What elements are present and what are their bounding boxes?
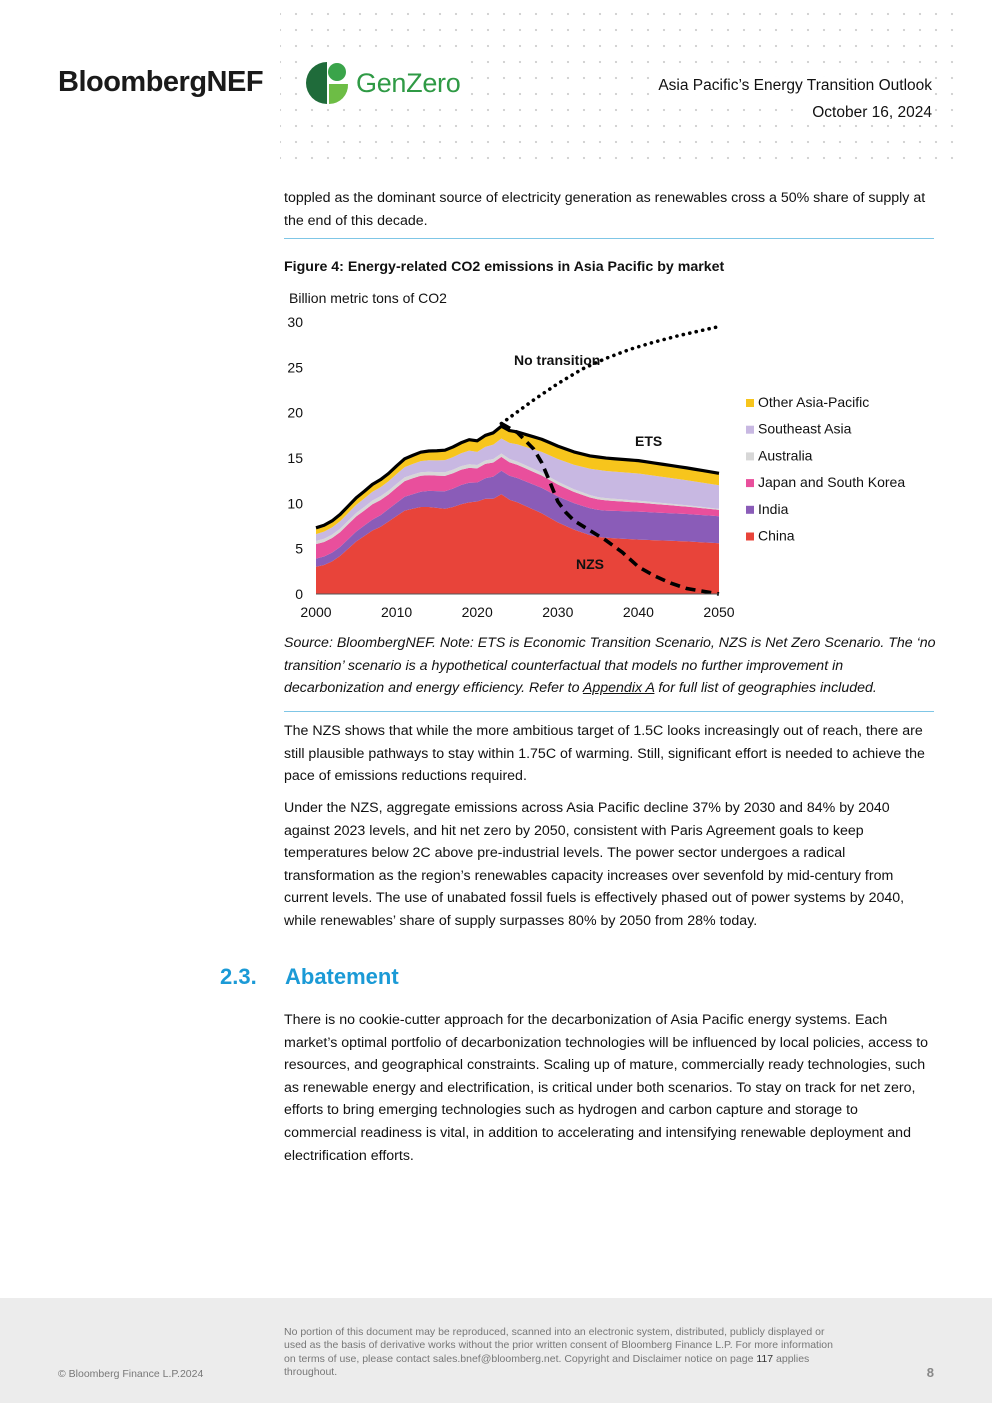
figure-source-note: Source: BloombergNEF. Note: ETS is Econo… <box>284 632 939 700</box>
y-axis-title: Billion metric tons of CO2 <box>289 290 447 306</box>
source-text-end: for full list of geographies included. <box>654 680 877 697</box>
intro-paragraph: toppled as the dominant source of electr… <box>284 190 926 229</box>
x-tick-label: 2040 <box>623 604 654 620</box>
stacked-areas <box>316 426 719 594</box>
annotation-nzs: NZS <box>576 556 604 572</box>
y-tick-label: 30 <box>287 314 303 330</box>
genzero-logo: GenZero <box>304 60 467 106</box>
section-number: 2.3. <box>220 964 257 989</box>
figure-bottom-rule <box>284 711 934 712</box>
area-china <box>316 494 719 594</box>
page-footer <box>0 1298 992 1403</box>
x-tick-label: 2050 <box>703 604 734 620</box>
disclaimer-text: No portion of this document may be repro… <box>284 1326 833 1365</box>
legend-swatch <box>746 532 754 541</box>
body-paragraph-1: The NZS shows that while the more ambiti… <box>284 723 925 785</box>
genzero-leaf-icon <box>306 62 349 105</box>
body-paragraph-3: There is no cookie-cutter approach for t… <box>284 1012 929 1164</box>
legend-label: Australia <box>758 447 813 463</box>
disclaimer-text-end: applies throughout. <box>284 1352 810 1379</box>
y-tick-label: 15 <box>287 450 303 466</box>
x-tick-label: 2010 <box>381 604 412 620</box>
legend-label: Other Asia-Pacific <box>758 394 869 410</box>
legend-label: India <box>758 501 789 517</box>
figure-title: Figure 4: Energy-related CO2 emissions i… <box>284 259 725 275</box>
area-japan-and-south-korea <box>316 456 719 559</box>
chart-axes: 0 5 10 15 20 25 30 2000 2010 2020 2030 2040 2050 Bill… <box>287 290 734 620</box>
appendix-a-link[interactable]: Appendix A <box>582 680 655 697</box>
x-tick-label: 2000 <box>300 604 331 620</box>
body-paragraph-2: Under the NZS, aggregate emissions acros… <box>284 800 905 929</box>
y-tick-label: 5 <box>295 541 303 557</box>
genzero-wordmark: GenZero <box>356 67 461 98</box>
annotation-no-transition: No transition <box>514 352 600 368</box>
footer-disclaimer: No portion of this document may be repro… <box>284 1326 844 1380</box>
y-tick-label: 20 <box>287 405 303 421</box>
section-heading: Abatement <box>285 964 399 989</box>
legend-swatch <box>746 452 754 461</box>
area-india <box>316 470 719 567</box>
nzs-line <box>500 421 720 596</box>
footer-copyright: © Bloomberg Finance L.P.2024 <box>58 1368 204 1380</box>
chart-legend: Other Asia-Pacific Southeast Asia Australi… <box>746 394 905 544</box>
disclaimer-page-link[interactable]: 117 <box>756 1352 774 1365</box>
bloombergnef-logo: BloombergNEF <box>58 66 264 98</box>
emissions-chart: 0 5 10 15 20 25 30 2000 2010 2020 2030 2040 2050 Bill… <box>287 290 905 620</box>
y-tick-label: 0 <box>295 586 303 602</box>
document-date: October 16, 2024 <box>806 104 932 122</box>
area-australia <box>316 453 719 545</box>
x-tick-label: 2020 <box>462 604 493 620</box>
legend-label: Japan and South Korea <box>758 474 905 490</box>
y-tick-label: 25 <box>287 359 303 375</box>
legend-label: China <box>758 528 795 544</box>
legend-label: Southeast Asia <box>758 421 852 437</box>
page-number: 8 <box>926 1365 934 1380</box>
legend-swatch <box>746 505 754 514</box>
legend-swatch <box>746 399 754 407</box>
legend-swatch <box>746 479 754 488</box>
figure-top-rule <box>284 238 934 239</box>
source-text: Source: BloombergNEF. Note: ETS is Econo… <box>284 635 936 697</box>
annotation-ets: ETS <box>635 433 662 449</box>
x-tick-label: 2030 <box>542 604 573 620</box>
no-transition-line <box>499 324 721 426</box>
y-tick-label: 10 <box>287 495 303 511</box>
document-title: Asia Pacific’s Energy Transition Outlook <box>652 77 932 95</box>
legend-swatch <box>746 425 754 434</box>
chart-annotations: No transition ETS NZS <box>514 352 662 572</box>
area-southeast-asia <box>316 438 719 541</box>
scenario-lines <box>315 324 721 596</box>
